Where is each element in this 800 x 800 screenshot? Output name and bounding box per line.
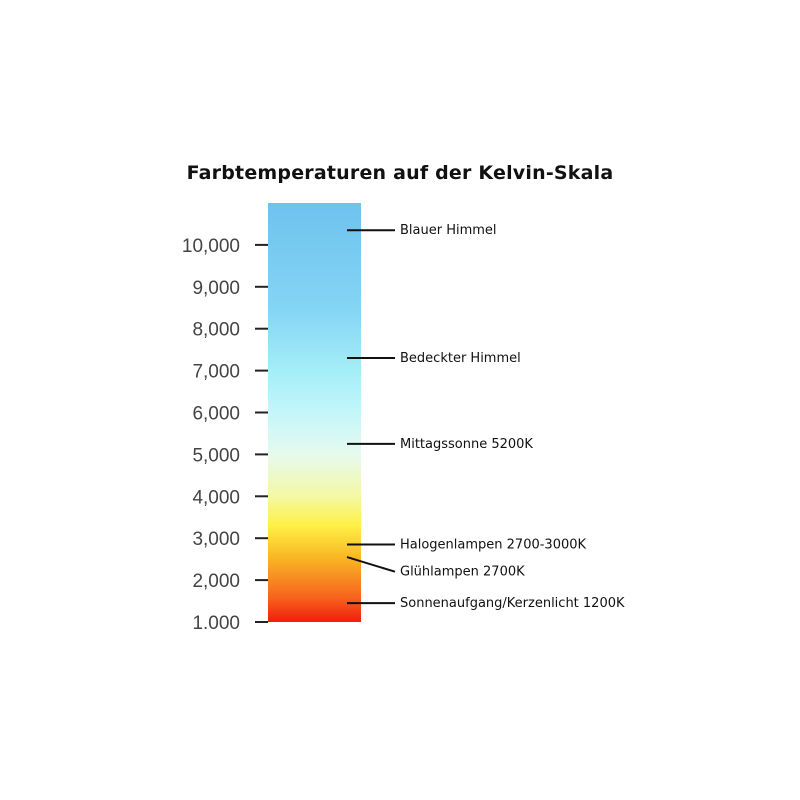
annotation-label: Blauer Himmel — [400, 223, 497, 238]
chart-title: Farbtemperaturen auf der Kelvin-Skala — [186, 162, 614, 184]
annotation-label: Sonnenaufgang/Kerzenlicht 1200K — [400, 596, 625, 611]
tick-label: 6,000 — [192, 404, 240, 425]
annotation-label: Glühlampen 2700K — [400, 565, 525, 580]
tick-label: 4,000 — [192, 487, 240, 508]
annotation-label: Halogenlampen 2700-3000K — [400, 537, 587, 552]
tick-label: 8,000 — [192, 320, 240, 341]
color-temperature-bar — [268, 203, 361, 622]
annotation-leader-line — [346, 556, 396, 573]
tick-label: 10,000 — [182, 236, 240, 257]
tick-label: 2,000 — [192, 571, 240, 592]
tick-label: 9,000 — [192, 278, 240, 299]
annotation-label: Bedeckter Himmel — [400, 351, 521, 366]
tick-label: 5,000 — [192, 445, 240, 466]
tick-label: 3,000 — [192, 529, 240, 550]
tick-label: 7,000 — [192, 362, 240, 383]
tick-label: 1.000 — [192, 613, 240, 634]
annotation-label: Mittagssonne 5200K — [400, 437, 533, 452]
